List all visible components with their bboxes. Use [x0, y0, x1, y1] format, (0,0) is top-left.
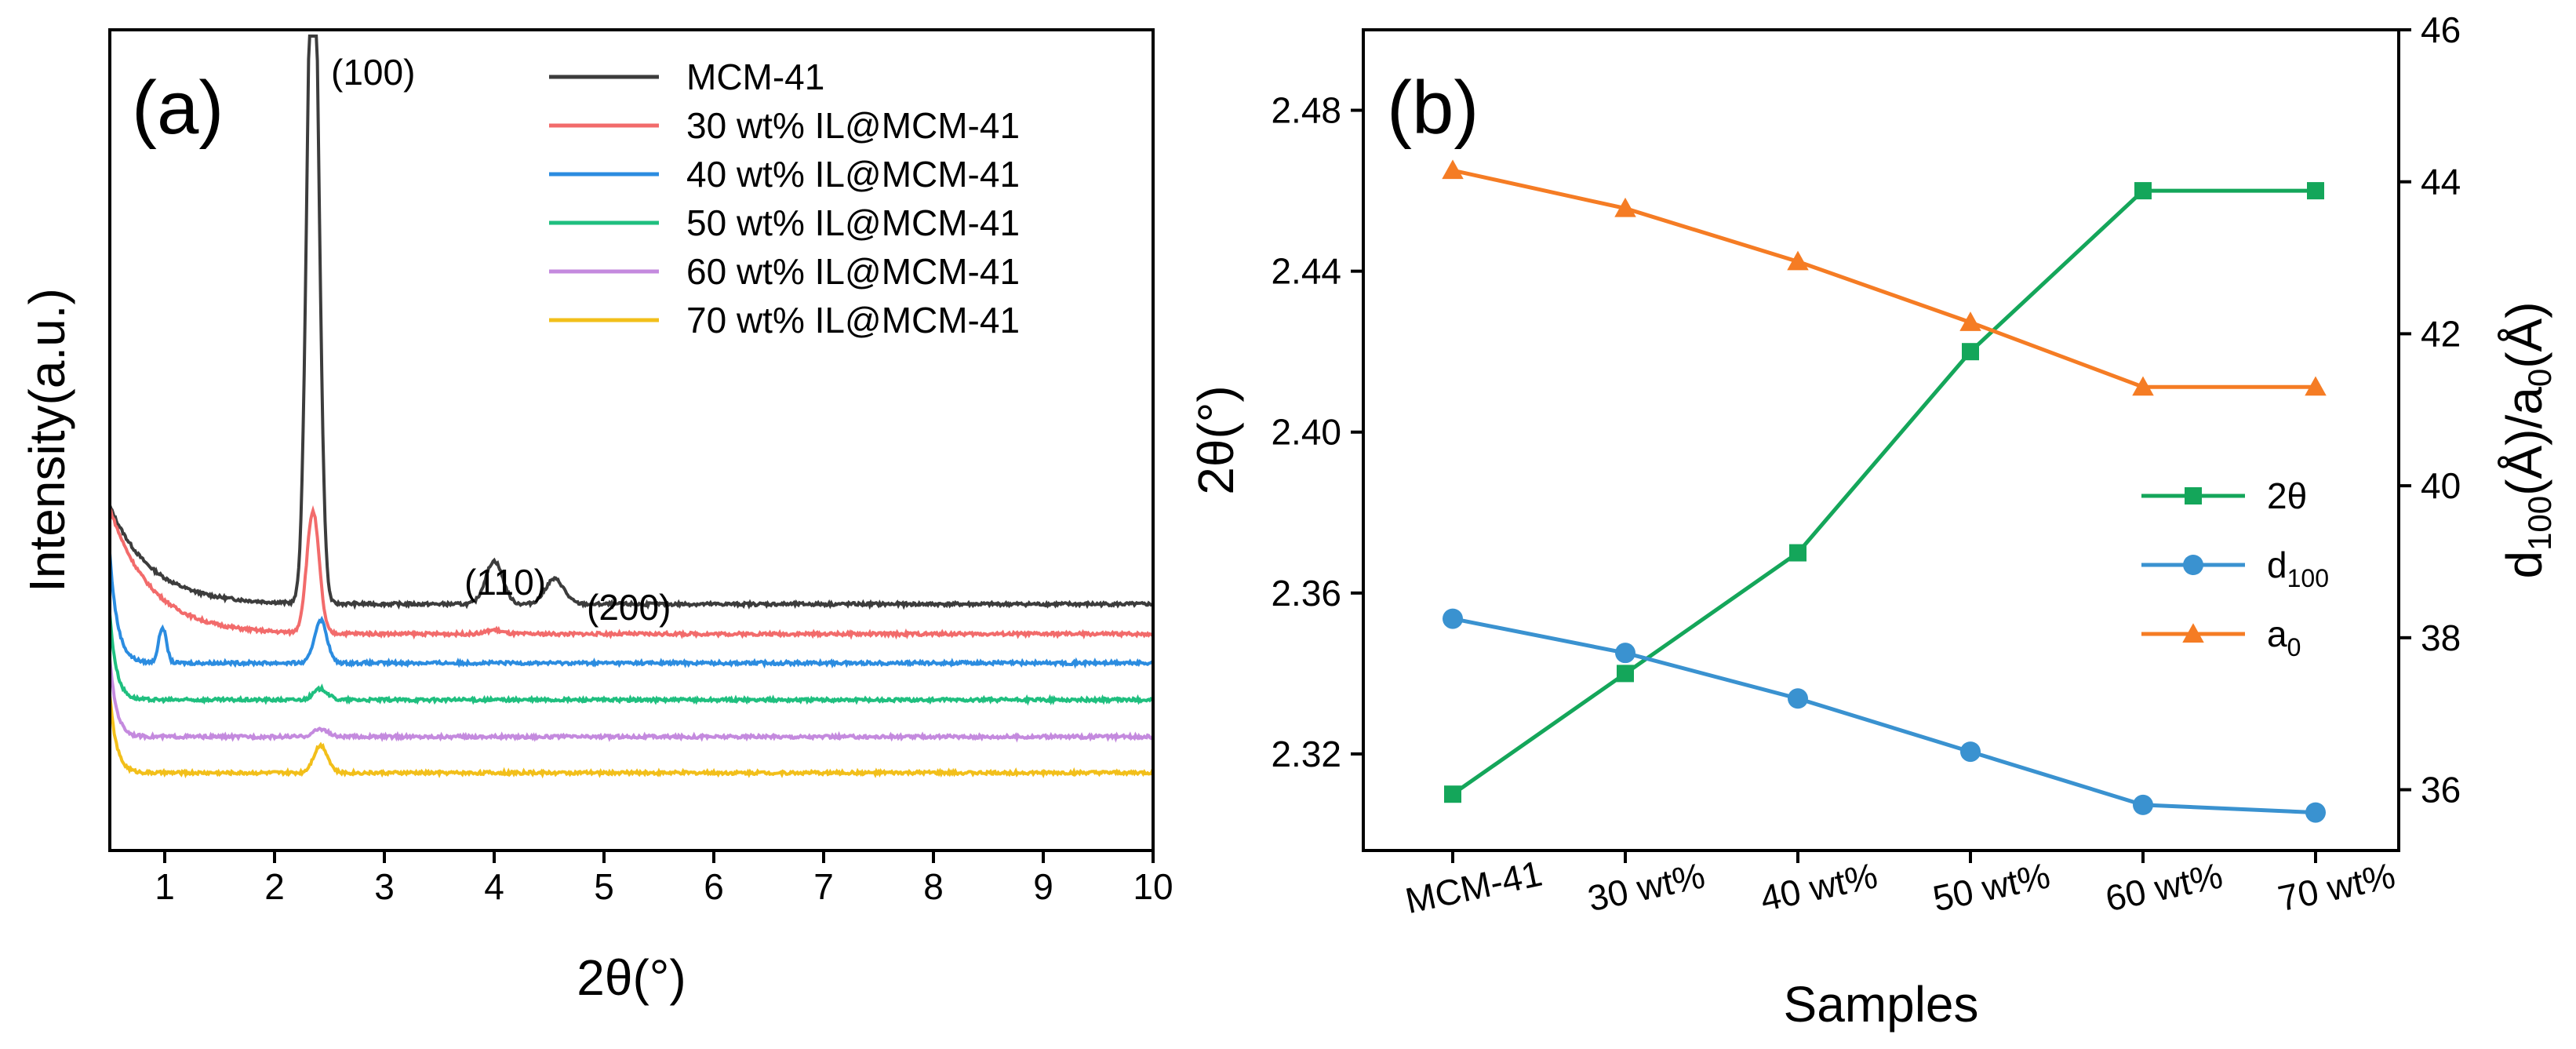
y-right-tick-label: 38 [2421, 617, 2461, 658]
marker-triangle [2305, 376, 2327, 396]
legend-label: MCM-41 [686, 56, 824, 97]
marker-square [1617, 665, 1634, 683]
panel-b-legend: 2θ d100 a0 [2141, 475, 2329, 661]
legend-label: 60 wt% IL@MCM-41 [686, 251, 1020, 292]
panel-a-legend: MCM-41 30 wt% IL@MCM-41 40 wt% IL@MCM-41 50… [549, 56, 1020, 341]
x-tick-label: 7 [813, 866, 834, 907]
y-right-tick-label: 44 [2421, 162, 2461, 202]
x-tick-label: 9 [1033, 866, 1053, 907]
legend-item: 2θ [2141, 475, 2307, 516]
marker-triangle [1787, 250, 1809, 271]
y-left-tick-label: 2.48 [1271, 90, 1341, 131]
panel-b-y-right-label: d100(Å)/a0(Å) [2496, 301, 2558, 578]
marker-triangle [2182, 623, 2204, 643]
marker-circle [1960, 741, 1981, 763]
x-tick-label: 40 wt% [1756, 854, 1880, 919]
x-tick-label: 6 [704, 866, 724, 907]
series-line [1452, 168, 2316, 389]
x-tick-label: 1 [155, 866, 175, 907]
panel-a-y-axis-label: Intensity(a.u.) [19, 288, 75, 592]
marker-square [1444, 785, 1461, 803]
legend-label: 30 wt% IL@MCM-41 [686, 105, 1020, 146]
marker-square [1962, 343, 1979, 361]
legend-item: a0 [2141, 614, 2301, 661]
legend-label: 2θ [2267, 475, 2307, 516]
legend-label: a0 [2267, 614, 2301, 661]
panel-b: 2.32 2.36 2.40 2.44 2.48 36 38 40 42 44 46 MCM-41 30… [1188, 9, 2558, 1033]
marker-triangle [1959, 311, 1981, 331]
annotation-100: (100) [331, 52, 415, 93]
panel-a-frame [108, 28, 1155, 852]
annotation-200: (200) [587, 587, 671, 628]
marker-triangle [2132, 376, 2154, 396]
svg-text:d100(Å)/a0(Å): d100(Å)/a0(Å) [2496, 301, 2558, 578]
y-left-tick-label: 2.36 [1271, 573, 1341, 614]
series-circle [1443, 608, 2326, 823]
legend-label: d100 [2267, 545, 2329, 592]
panel-a-curves [108, 35, 1155, 779]
x-tick-label: MCM-41 [1402, 853, 1545, 922]
marker-triangle [1442, 159, 1464, 180]
marker-square [2185, 487, 2202, 504]
curve-4 [108, 614, 1155, 706]
marker-circle [1788, 688, 1808, 709]
legend-item: d100 [2141, 545, 2329, 592]
series-square [1444, 182, 2324, 803]
series-line [1452, 617, 2316, 815]
panel-a-letter: (a) [132, 66, 224, 150]
marker-circle [2183, 555, 2203, 575]
panel-a: 1 2 3 4 5 6 7 8 9 10 (a) 2θ(°) Intensity(a.u.) (1… [19, 28, 1173, 1006]
x-tick-label: 8 [923, 866, 944, 907]
y-right-tick-label: 40 [2421, 465, 2461, 506]
y-right-tick-label: 42 [2421, 313, 2461, 354]
y-right-tick-label: 46 [2421, 9, 2461, 50]
x-tick-label: 50 wt% [1929, 854, 2053, 919]
panel-a-x-axis-label: 2θ(°) [577, 949, 686, 1006]
x-tick-label: 70 wt% [2274, 854, 2398, 919]
panel-b-y-left-label: 2θ(°) [1188, 385, 1244, 494]
x-tick-label: 60 wt% [2101, 854, 2225, 919]
marker-square [2307, 182, 2324, 200]
marker-square [1789, 544, 1806, 562]
curve-6 [108, 695, 1155, 779]
x-tick-label: 30 wt% [1584, 854, 1708, 919]
panel-b-x-axis-label: Samples [1784, 976, 1979, 1033]
annotation-110: (110) [464, 562, 546, 603]
y-left-tick-label: 2.40 [1271, 412, 1341, 453]
legend-label: 50 wt% IL@MCM-41 [686, 202, 1020, 243]
series-triangle [1442, 159, 2327, 396]
marker-circle [1615, 643, 1635, 664]
panel-b-letter: (b) [1387, 66, 1479, 150]
x-tick-label: 3 [374, 866, 395, 907]
marker-square [2134, 182, 2152, 200]
curve-5 [108, 658, 1155, 743]
curve-3 [108, 552, 1154, 669]
marker-circle [1443, 608, 1463, 629]
y-right-tick-label: 36 [2421, 770, 2461, 810]
x-tick-label: 2 [264, 866, 285, 907]
legend-label: 70 wt% IL@MCM-41 [686, 300, 1020, 341]
curve-1 [108, 35, 1154, 610]
y-left-tick-label: 2.32 [1271, 734, 1341, 774]
x-tick-label: 10 [1133, 866, 1173, 907]
panel-b-plot [1442, 159, 2327, 823]
y-left-tick-label: 2.44 [1271, 251, 1341, 292]
legend-label: 40 wt% IL@MCM-41 [686, 154, 1020, 195]
marker-circle [2133, 794, 2153, 815]
curve-2 [108, 504, 1154, 640]
marker-circle [2305, 802, 2326, 823]
panel-b-frame [1362, 28, 2400, 852]
marker-triangle [1614, 197, 1636, 217]
x-tick-label: 5 [594, 866, 614, 907]
panel-a-x-ticks: 1 2 3 4 5 6 7 8 9 10 [155, 850, 1173, 907]
x-tick-label: 4 [484, 866, 504, 907]
series-line [1451, 188, 2316, 796]
